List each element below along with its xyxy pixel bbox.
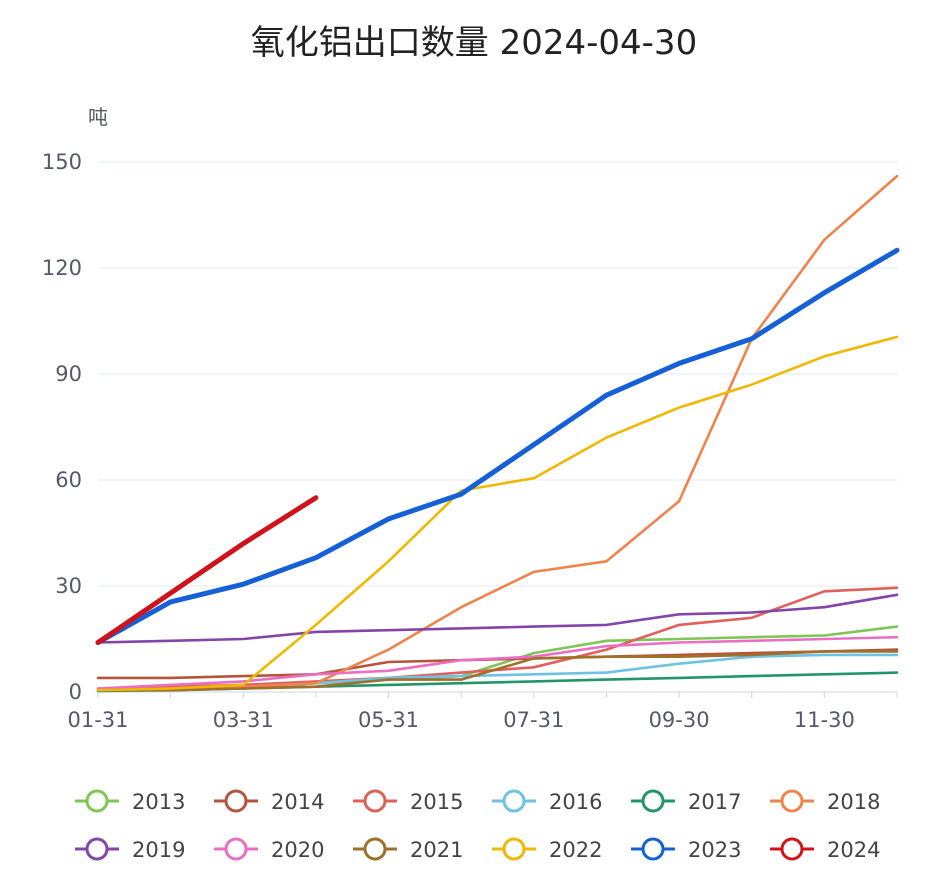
x-axis-ticks: 01-31 03-31 05-31 07-31 09-30 11-30	[67, 692, 898, 732]
legend-marker-icon	[85, 789, 109, 813]
chart-title: 氧化铝出口数量 2024-04-30	[251, 23, 697, 63]
y-axis-ticks: 0 30 60 90 120 150	[42, 150, 82, 704]
x-tick-label: 07-31	[503, 708, 564, 732]
legend-label: 2015	[410, 790, 463, 814]
legend-label: 2024	[827, 838, 880, 862]
x-tick-label: 05-31	[358, 708, 419, 732]
legend-item-2013[interactable]: 2013	[75, 789, 185, 814]
y-axis-unit: 吨	[88, 105, 108, 129]
legend-item-2016[interactable]: 2016	[492, 789, 602, 814]
legend-item-2014[interactable]: 2014	[214, 789, 324, 814]
series-line-2015	[96, 586, 899, 690]
series-line-2023	[95, 247, 900, 645]
legend-item-2024[interactable]: 2024	[770, 837, 880, 862]
legend-marker-icon	[363, 837, 387, 861]
y-tick-label: 120	[42, 256, 82, 280]
legend-marker-icon	[641, 789, 665, 813]
series-line-2021	[96, 650, 899, 692]
legend-label: 2017	[688, 790, 741, 814]
legend-label: 2023	[688, 838, 741, 862]
legend-label: 2016	[549, 790, 602, 814]
x-tick-label: 01-31	[67, 708, 128, 732]
legend-item-2017[interactable]: 2017	[631, 789, 741, 814]
legend-marker-icon	[641, 837, 665, 861]
legend-item-2019[interactable]: 2019	[75, 837, 185, 862]
legend-marker-icon	[85, 837, 109, 861]
y-tick-label: 0	[69, 680, 82, 704]
y-tick-label: 90	[55, 362, 82, 386]
legend-item-2015[interactable]: 2015	[353, 789, 463, 814]
y-tick-label: 150	[42, 150, 82, 174]
series-line-2020	[96, 635, 899, 690]
x-tick-label: 09-30	[649, 708, 710, 732]
legend-item-2020[interactable]: 2020	[214, 837, 324, 862]
legend-marker-icon	[224, 837, 248, 861]
legend-label: 2018	[827, 790, 880, 814]
legend-item-2018[interactable]: 2018	[770, 789, 880, 814]
series-lines	[95, 174, 900, 693]
legend-marker-icon	[363, 789, 387, 813]
legend-marker-icon	[502, 789, 526, 813]
series-line-2019	[96, 593, 899, 644]
legend-item-2021[interactable]: 2021	[353, 837, 463, 862]
series-line-2022	[96, 335, 899, 692]
legend-label: 2013	[132, 790, 185, 814]
legend-item-2022[interactable]: 2022	[492, 837, 602, 862]
x-tick-label: 11-30	[794, 708, 855, 732]
series-line-2018	[96, 174, 899, 692]
legend-marker-icon	[224, 789, 248, 813]
legend-label: 2014	[271, 790, 324, 814]
legend[interactable]: 2013 2014 2015 2016 2017 2018 2019 2020 2021 2022…	[75, 789, 880, 862]
y-tick-label: 30	[55, 574, 82, 598]
x-tick-label: 03-31	[213, 708, 274, 732]
legend-label: 2021	[410, 838, 463, 862]
series-line-2024	[95, 495, 319, 645]
legend-marker-icon	[502, 837, 526, 861]
legend-label: 2022	[549, 838, 602, 862]
legend-marker-icon	[780, 789, 804, 813]
y-tick-label: 60	[55, 468, 82, 492]
legend-marker-icon	[780, 837, 804, 861]
legend-label: 2019	[132, 838, 185, 862]
legend-label: 2020	[271, 838, 324, 862]
grid	[98, 161, 897, 693]
legend-item-2023[interactable]: 2023	[631, 837, 741, 862]
